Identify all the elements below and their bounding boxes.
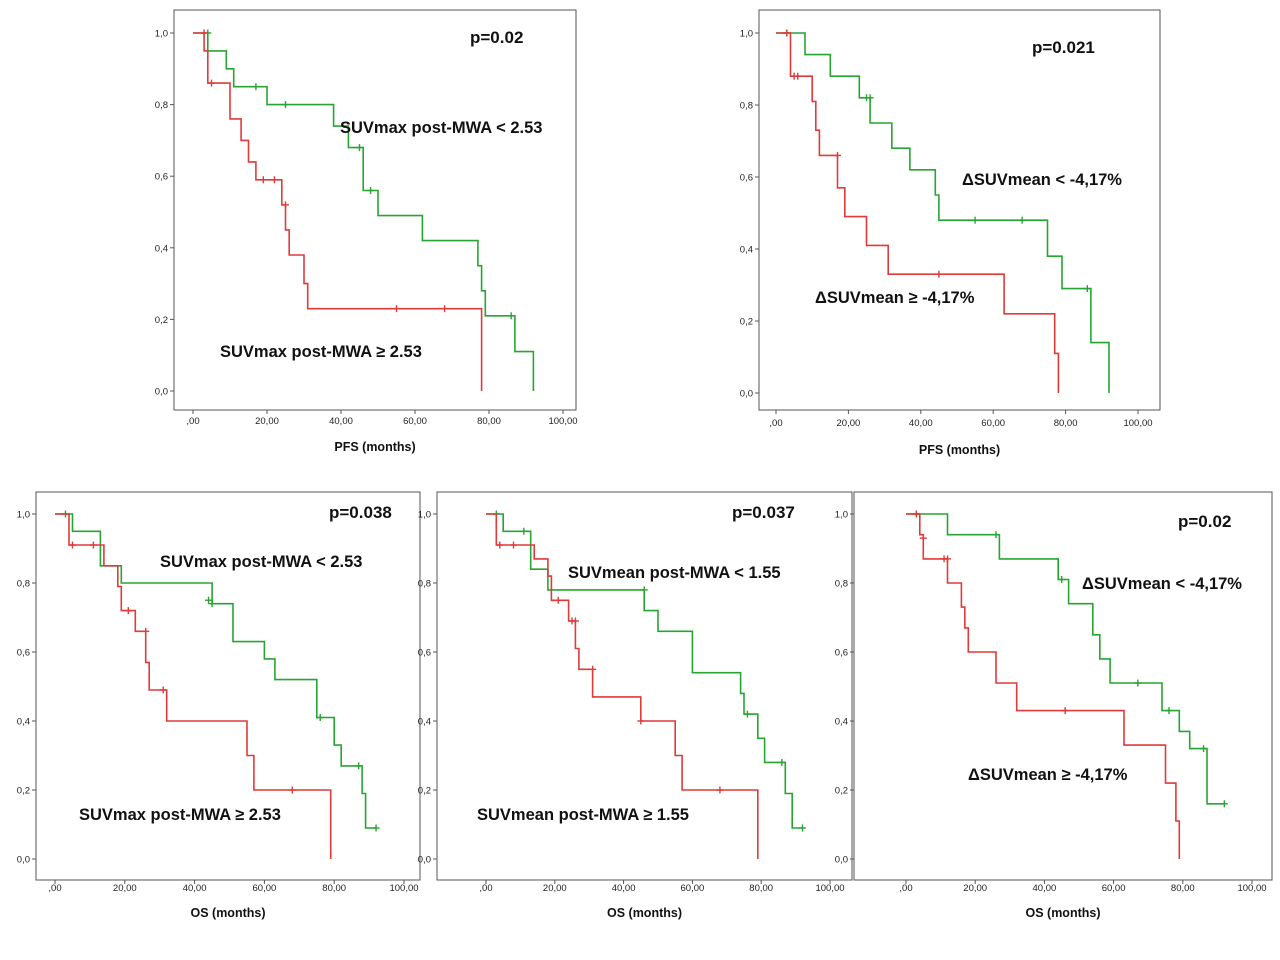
plot-frame: [758, 9, 1161, 411]
survival-curve-green: [906, 513, 1225, 805]
y-tick-label: 0,4: [418, 717, 431, 728]
x-axis-label: PFS (months): [334, 440, 415, 454]
survival-curve-red: [776, 32, 1060, 393]
x-tick-label: 40,00: [329, 416, 353, 427]
p-value-label: p=0.02: [470, 28, 523, 47]
y-tick-label: 0,6: [740, 173, 753, 184]
y-tick-label: 1,0: [418, 510, 431, 521]
x-tick-label: 100,00: [1123, 418, 1152, 429]
y-tick-label: 0,4: [155, 243, 168, 254]
x-tick-label: 20,00: [255, 416, 279, 427]
group-annotation: SUVmean post-MWA ≥ 1.55: [477, 806, 689, 824]
x-tick-label: 80,00: [749, 883, 773, 894]
y-tick-label: 0,6: [155, 172, 168, 183]
p-value-label: p=0.038: [329, 503, 392, 522]
y-tick-label: 0,8: [418, 579, 431, 590]
x-tick-label: 80,00: [1171, 883, 1195, 894]
p-value-label: p=0.02: [1178, 512, 1231, 531]
survival-curve-red: [486, 513, 759, 859]
plot-frame: [436, 491, 853, 881]
group-annotation: SUVmax post-MWA ≥ 2.53: [220, 343, 422, 361]
x-tick-label: ,00: [769, 418, 782, 429]
x-tick-label: 60,00: [253, 883, 277, 894]
x-tick-label: 20,00: [963, 883, 987, 894]
group-annotation: SUVmax post-MWA ≥ 2.53: [79, 806, 281, 824]
y-tick-label: 0,2: [835, 786, 848, 797]
x-tick-label: 20,00: [837, 418, 861, 429]
y-tick-label: 0,0: [740, 389, 753, 400]
km-chart-4: 0,0 0,2 0,4 0,6 0,8 1,0 ,00 20,00 40,00 60,00 80,0…: [418, 491, 853, 920]
x-tick-label: 40,00: [183, 883, 207, 894]
y-tick-label: 0,4: [17, 717, 30, 728]
group-annotation: ΔSUVmean ≥ -4,17%: [815, 289, 975, 307]
survival-curve-red: [906, 513, 1181, 859]
x-tick-label: 20,00: [113, 883, 137, 894]
group-annotation: SUVmax post-MWA < 2.53: [340, 119, 543, 137]
y-tick-label: 1,0: [17, 510, 30, 521]
x-tick-label: ,00: [48, 883, 61, 894]
y-tick-label: 0,4: [740, 245, 753, 256]
group-annotation: ΔSUVmean < -4,17%: [1082, 575, 1242, 593]
group-annotation: ΔSUVmean ≥ -4,17%: [968, 766, 1128, 784]
km-chart-5: 0,0 0,2 0,4 0,6 0,8 1,0 ,00 20,00 40,00 60,00 80,0…: [835, 491, 1273, 920]
group-annotation: SUVmax post-MWA < 2.53: [160, 553, 363, 571]
x-tick-label: 100,00: [389, 883, 418, 894]
y-tick-label: 0,8: [17, 579, 30, 590]
x-tick-label: 100,00: [815, 883, 844, 894]
km-chart-2: 0,0 0,2 0,4 0,6 0,8 1,0 ,00 20,00 40,00 60,00 80,0…: [740, 9, 1161, 457]
y-tick-label: 0,6: [17, 648, 30, 659]
y-tick-label: 0,0: [418, 855, 431, 866]
plot-frame: [853, 491, 1273, 881]
x-axis-label: OS (months): [191, 906, 266, 920]
y-tick-label: 0,2: [155, 315, 168, 326]
y-tick-label: 1,0: [155, 29, 168, 40]
group-annotation: ΔSUVmean < -4,17%: [962, 171, 1122, 189]
y-tick-label: 0,2: [418, 786, 431, 797]
y-tick-label: 1,0: [740, 29, 753, 40]
x-tick-label: 80,00: [477, 416, 501, 427]
y-tick-label: 0,8: [740, 101, 753, 112]
y-tick-label: 0,8: [835, 579, 848, 590]
x-tick-label: 80,00: [322, 883, 346, 894]
group-annotation: SUVmean post-MWA < 1.55: [568, 564, 781, 582]
plot-frame: [173, 9, 577, 411]
y-tick-label: 0,6: [835, 648, 848, 659]
x-tick-label: 60,00: [681, 883, 705, 894]
survival-curve-green: [776, 32, 1110, 393]
y-tick-label: 0,0: [17, 855, 30, 866]
x-axis-label: OS (months): [1026, 906, 1101, 920]
x-tick-label: 40,00: [909, 418, 933, 429]
x-tick-label: 40,00: [612, 883, 636, 894]
x-tick-label: 60,00: [1102, 883, 1126, 894]
y-tick-label: 1,0: [835, 510, 848, 521]
x-tick-label: 60,00: [403, 416, 427, 427]
survival-curve-red: [193, 32, 483, 391]
y-tick-label: 0,2: [17, 786, 30, 797]
y-tick-label: 0,0: [835, 855, 848, 866]
x-axis-label: PFS (months): [919, 443, 1000, 457]
y-tick-label: 0,8: [155, 100, 168, 111]
survival-curve-green: [486, 513, 803, 829]
x-tick-label: 100,00: [548, 416, 577, 427]
x-tick-label: ,00: [899, 883, 912, 894]
y-tick-label: 0,6: [418, 648, 431, 659]
x-tick-label: ,00: [479, 883, 492, 894]
x-tick-label: 20,00: [543, 883, 567, 894]
x-tick-label: ,00: [186, 416, 199, 427]
y-tick-label: 0,2: [740, 317, 753, 328]
km-chart-1: 0,0 0,2 0,4 0,6 0,8 1,0 ,00 20,00 40,00 60,00 80,0…: [155, 9, 578, 454]
plot-frame: [35, 491, 421, 881]
x-axis-label: OS (months): [607, 906, 682, 920]
y-tick-label: 0,4: [835, 717, 848, 728]
survival-curve-green: [193, 32, 535, 391]
km-chart-3: 0,0 0,2 0,4 0,6 0,8 1,0 ,00 20,00 40,00 60,00 80,0…: [17, 491, 421, 920]
x-tick-label: 100,00: [1237, 883, 1266, 894]
x-tick-label: 40,00: [1033, 883, 1057, 894]
x-tick-label: 80,00: [1054, 418, 1078, 429]
p-value-label: p=0.021: [1032, 38, 1095, 57]
y-tick-label: 0,0: [155, 387, 168, 398]
p-value-label: p=0.037: [732, 503, 795, 522]
x-tick-label: 60,00: [981, 418, 1005, 429]
